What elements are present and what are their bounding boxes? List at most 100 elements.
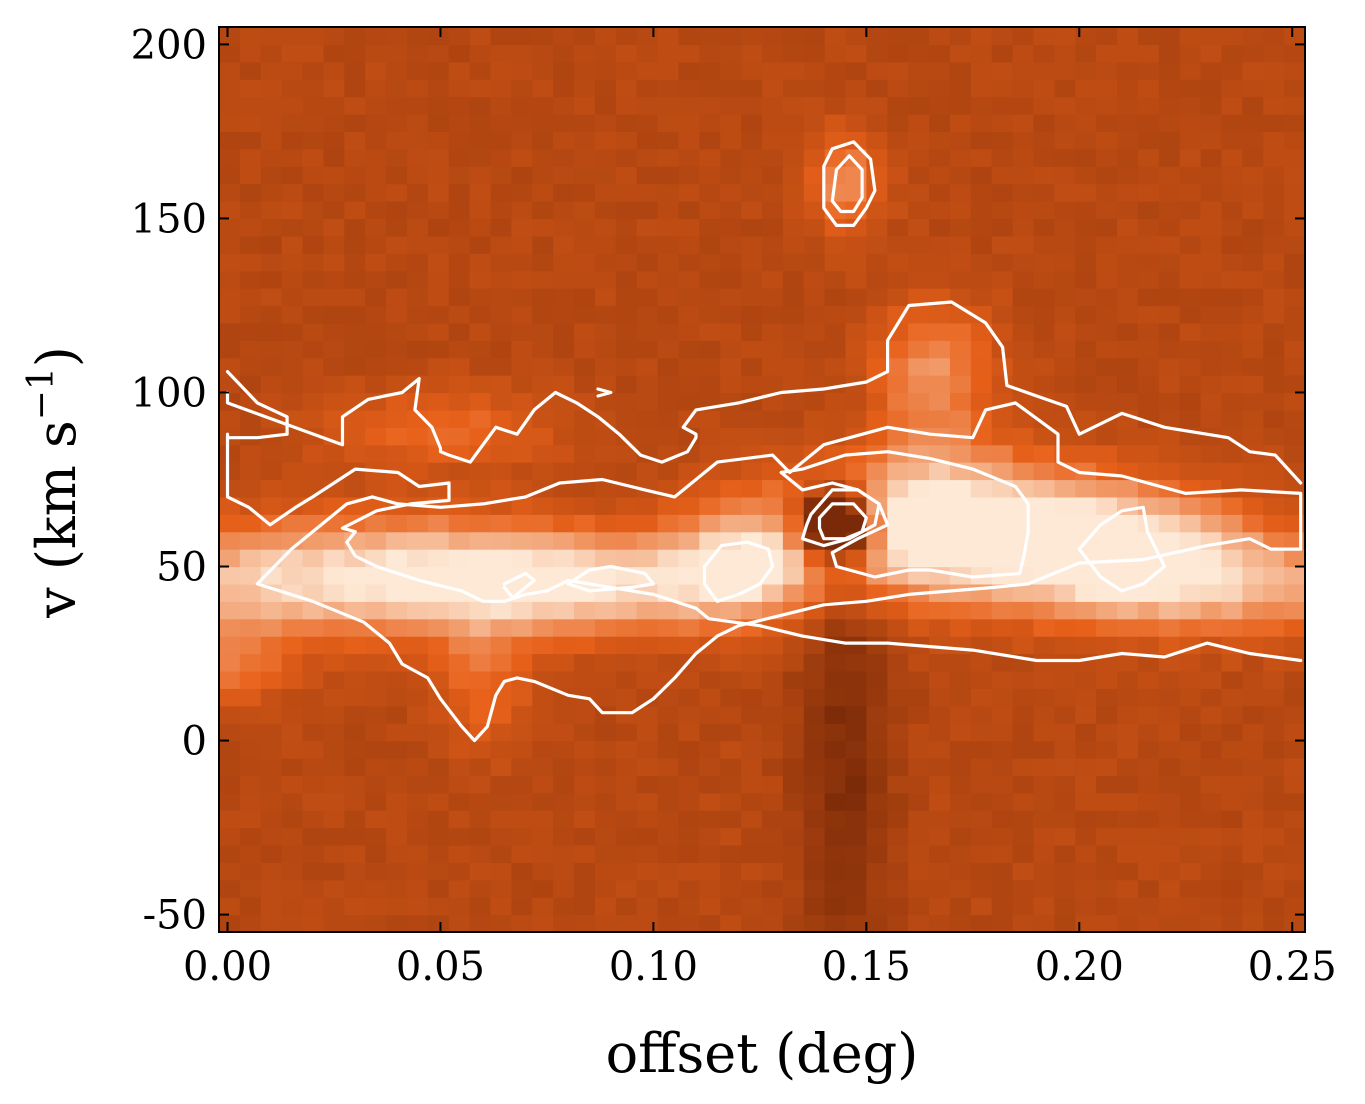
heatmap-cell [365,444,387,463]
heatmap-cell [1012,357,1035,376]
heatmap-cell [741,914,763,932]
heatmap-cell [699,218,721,237]
heatmap-cell [260,253,283,272]
heatmap-cell [532,723,554,742]
heatmap-cell [448,897,471,916]
heatmap-cell [845,44,868,63]
heatmap-cell [615,79,638,98]
heatmap-cell [803,183,826,202]
heatmap-cell [511,357,533,376]
heatmap-cell [239,601,262,620]
heatmap-cell [553,235,575,254]
heatmap-cell [448,427,471,446]
heatmap-cell [448,514,471,533]
heatmap-cell [239,670,262,689]
heatmap-cell [553,270,575,289]
heatmap-cell [803,357,826,376]
heatmap-cell [490,79,512,98]
heatmap-cell [720,601,742,620]
heatmap-cell [302,253,325,272]
heatmap-cell [1200,705,1223,724]
heatmap-cell [908,618,930,637]
heatmap-cell [1263,340,1285,359]
heatmap-cell [866,462,888,481]
heatmap-cell [1096,340,1118,359]
heatmap-cell [219,131,241,150]
heatmap-cell [1200,897,1223,916]
heatmap-cell [553,305,575,324]
heatmap-cell [365,270,387,289]
heatmap-cell [720,810,742,829]
heatmap-cell [1242,183,1264,202]
heatmap-cell [302,27,325,45]
heatmap-cell [615,792,638,811]
heatmap-cell [574,166,596,185]
heatmap-cell [1284,775,1305,794]
heatmap-cell [386,705,408,724]
x-tick-labels: 0.00 0.05 0.10 0.15 0.20 0.25 [183,944,1337,990]
heatmap-cell [1033,305,1055,324]
heatmap-cell [532,44,554,63]
heatmap-cell [1242,427,1264,446]
heatmap-cell [991,723,1014,742]
heatmap-cell [365,201,387,220]
heatmap-cell [1179,305,1202,324]
y-tick-label: 200 [131,22,207,68]
heatmap-cell [448,705,471,724]
heatmap-cell [678,44,700,63]
heatmap-cell [782,114,805,133]
heatmap-cell [511,27,533,45]
heatmap-cell [427,514,450,533]
heatmap-cell [949,705,972,724]
heatmap-cell [1033,183,1055,202]
heatmap-cell [574,288,596,307]
heatmap-cell [1075,844,1097,863]
heatmap-cell [239,479,262,498]
heatmap-cell [511,270,533,289]
heatmap-cell [574,514,596,533]
heatmap-cell [1242,514,1264,533]
heatmap-cell [1117,288,1139,307]
heatmap-cell [699,183,721,202]
heatmap-cell [406,218,429,237]
heatmap-cell [406,253,429,272]
heatmap-cell [949,270,972,289]
heatmap-cell [1075,862,1097,881]
heatmap-cell [991,653,1014,672]
heatmap-cell [239,723,262,742]
heatmap-cell [344,810,366,829]
heatmap-cell [845,549,868,568]
heatmap-cell [260,444,283,463]
heatmap-cell [1137,357,1160,376]
heatmap-cell [845,897,868,916]
heatmap-cell [323,114,345,133]
heatmap-cell [281,61,304,80]
heatmap-cell [678,79,700,98]
heatmap-cell [720,44,742,63]
heatmap-cell [929,531,951,550]
heatmap-cell [511,792,533,811]
heatmap-cell [302,44,325,63]
heatmap-cell [1096,61,1118,80]
heatmap-cell [448,114,471,133]
heatmap-cell [386,427,408,446]
heatmap-cell [532,827,554,846]
heatmap-cell [929,740,951,759]
heatmap-cell [553,201,575,220]
heatmap-cell [1075,583,1097,602]
heatmap-cell [302,566,325,585]
heatmap-cell [344,340,366,359]
heatmap-cell [344,844,366,863]
heatmap-cell [365,670,387,689]
heatmap-cell [1054,862,1076,881]
y-tick-label: -50 [143,893,207,939]
heatmap-cell [1137,322,1160,341]
heatmap-cell [219,44,241,63]
heatmap-cell [553,79,575,98]
heatmap-cell [1179,601,1202,620]
heatmap-cell [323,810,345,829]
heatmap-cell [1075,496,1097,515]
heatmap-cell [636,218,659,237]
heatmap-cell [678,862,700,881]
heatmap-cell [636,653,659,672]
